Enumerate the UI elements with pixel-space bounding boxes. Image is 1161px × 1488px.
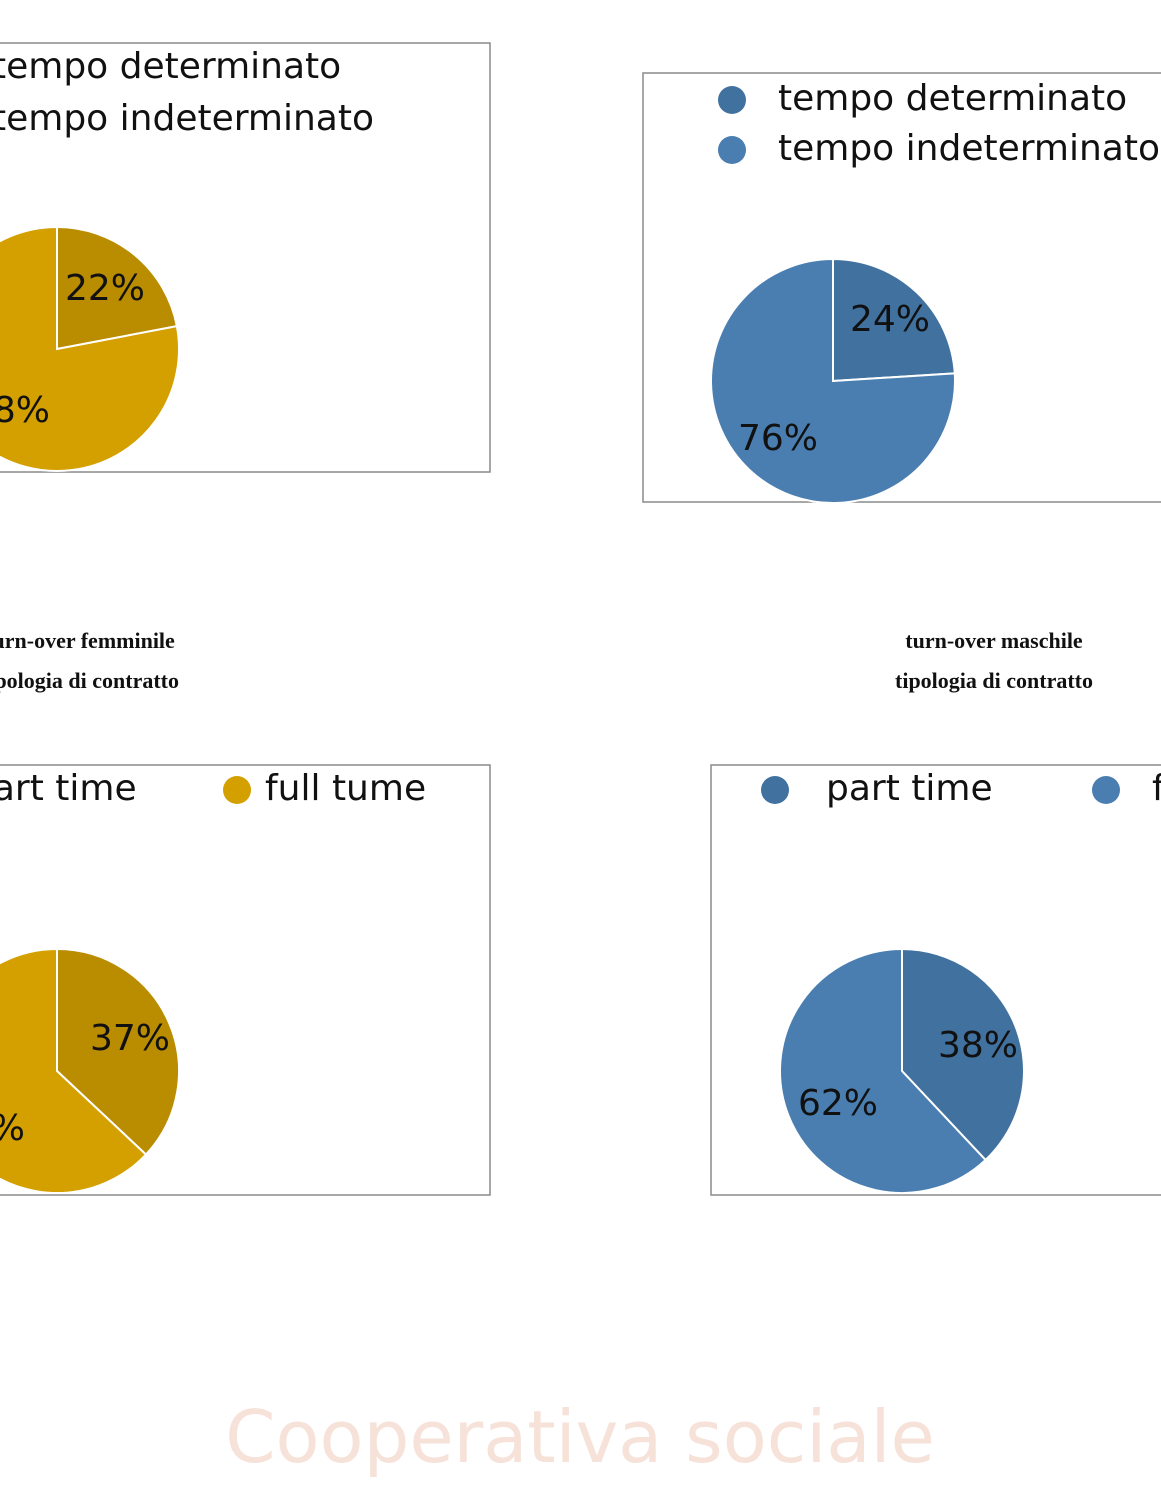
data-label: 22%	[65, 268, 145, 309]
data-label: 63%	[0, 1108, 25, 1149]
caption-title: turn-over femminile	[0, 628, 175, 653]
legend-marker	[718, 86, 746, 114]
legend-label: tempo indeterminato	[0, 98, 374, 139]
watermark: Cooperativa sociale	[225, 1395, 935, 1479]
data-label: 78%	[0, 390, 50, 431]
data-label: 38%	[938, 1025, 1018, 1066]
page-canvas: Cooperativa sociale 22% 78% tempo determina…	[0, 0, 1161, 1488]
legend-label: full tume	[265, 768, 426, 809]
legend-marker	[223, 776, 251, 804]
legend-label: part time	[826, 768, 993, 809]
data-label: 37%	[90, 1018, 170, 1059]
legend-label: tempo determinato	[778, 78, 1127, 119]
data-label: 76%	[738, 418, 818, 459]
caption-title: turn-over maschile	[905, 628, 1083, 653]
data-label: 62%	[798, 1083, 878, 1124]
legend-marker	[718, 136, 746, 164]
legend-label: part time	[0, 768, 137, 809]
caption-subtitle: tipologia di contratto	[895, 668, 1093, 693]
page: {"chart_data": [ {"type": "pie", "catego…	[0, 0, 1161, 1488]
legend-label: full time	[1152, 768, 1161, 809]
legend-label: tempo determinato	[0, 46, 341, 87]
data-label: 24%	[850, 299, 930, 340]
legend-marker	[1092, 776, 1120, 804]
legend-marker	[761, 776, 789, 804]
caption-subtitle: tipologia di contratto	[0, 668, 179, 693]
legend-label: tempo indeterminato	[778, 128, 1160, 169]
